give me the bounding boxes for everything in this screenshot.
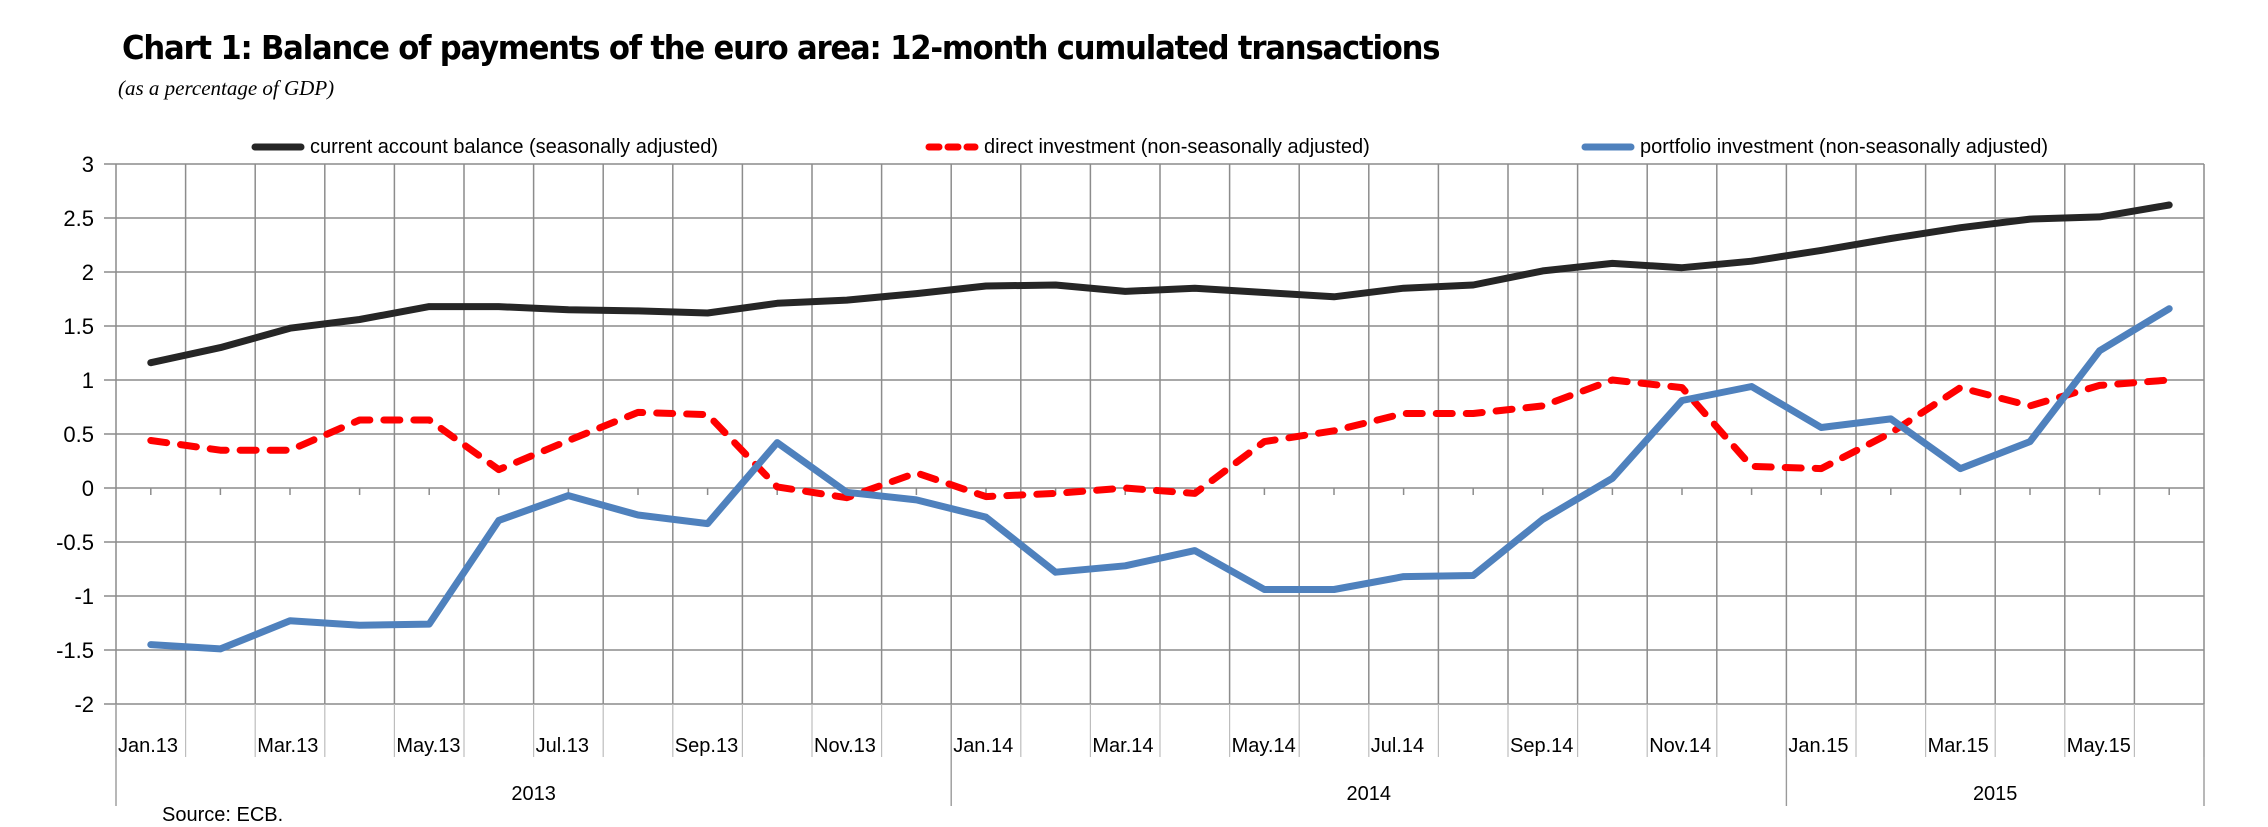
x-tick-label: Mar.13: [257, 735, 318, 757]
legend-swatch-current-account: [251, 143, 305, 151]
y-tick-label: -1.5: [56, 638, 94, 663]
y-tick-label: 0: [82, 476, 94, 501]
y-tick-label: 1: [82, 368, 94, 393]
x-tick-label: Jan.15: [1788, 735, 1848, 757]
legend-swatch-portfolio-investment: [1581, 143, 1635, 151]
x-tick-label: May.15: [2067, 735, 2131, 757]
legend-label-portfolio-investment: portfolio investment (non-seasonally adj…: [1640, 135, 2048, 158]
x-tick-label: Jul.14: [1371, 735, 1424, 757]
source-note: Source: ECB.: [162, 804, 284, 826]
x-tick-label: Jan.13: [118, 735, 178, 757]
portfolio-investment-line: [147, 305, 2173, 653]
legend-item-direct-investment: direct investment (non-seasonally adjust…: [924, 134, 1370, 160]
y-tick-label: -1: [74, 584, 94, 609]
x-tick-label: Sep.13: [675, 735, 738, 757]
legend-item-portfolio-investment: portfolio investment (non-seasonally adj…: [1580, 134, 2048, 160]
y-tick-label: 2.5: [63, 206, 94, 231]
y-tick-label: 3: [82, 152, 94, 177]
x-tick-label: Jul.13: [536, 735, 589, 757]
y-tick-label: 0.5: [63, 422, 94, 447]
x-tick-label: May.13: [396, 735, 460, 757]
series-lines: [147, 201, 2173, 653]
gridlines: [104, 163, 2205, 705]
chart-subtitle: (as a percentage of GDP): [118, 76, 335, 100]
x-tick-label: Mar.15: [1928, 735, 1989, 757]
legend-swatch-direct-investment: [925, 143, 979, 151]
year-label: 2013: [511, 783, 556, 805]
x-tick-label: Jan.14: [953, 735, 1013, 757]
axes: 3 2.5 2 1.5 1 0.5 0 -0.5 -1 -1.5 -2 Jan.13 Mar.13 May…: [56, 152, 2205, 806]
y-tick-label: 1.5: [63, 314, 94, 339]
legend-label-current-account: current account balance (seasonally adju…: [310, 135, 719, 158]
legend-label-direct-investment: direct investment (non-seasonally adjust…: [984, 135, 1370, 158]
x-tick-label: May.14: [1232, 735, 1296, 757]
chart-title: Chart 1: Balance of payments of the euro…: [122, 28, 1441, 67]
x-tick-label: Sep.14: [1510, 735, 1573, 757]
direct-investment-line: [147, 376, 2173, 502]
y-tick-label: 2: [82, 260, 94, 285]
x-tick-label: Nov.13: [814, 735, 876, 757]
year-label: 2015: [1973, 783, 2018, 805]
x-tick-label: Nov.14: [1649, 735, 1711, 757]
x-tick-label: Mar.14: [1092, 735, 1153, 757]
year-label: 2014: [1347, 783, 1392, 805]
y-tick-label: -2: [74, 692, 94, 717]
current-account-line: [147, 201, 2173, 367]
legend-item-current-account: current account balance (seasonally adju…: [250, 134, 718, 160]
y-tick-label: -0.5: [56, 530, 94, 555]
